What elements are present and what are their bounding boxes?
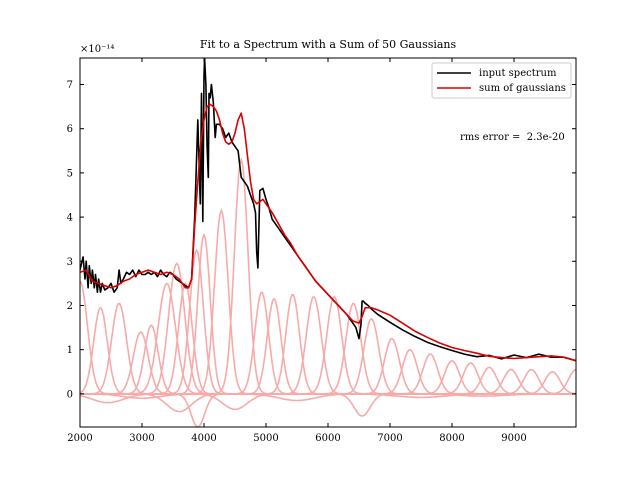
x-axis: 2000 3000 4000 5000 6000 7000 8000 9000: [67, 58, 527, 444]
x-tick-label-4000: 4000: [191, 433, 216, 444]
x-tick-label-2000: 2000: [67, 433, 92, 444]
chart-title: Fit to a Spectrum with a Sum of 50 Gauss…: [200, 38, 457, 51]
y-tick-label-6: 6: [67, 124, 73, 135]
y-exponent-label: ×10⁻¹⁴: [80, 44, 114, 55]
legend-label-sum-of-gaussians: sum of gaussians: [479, 83, 566, 94]
x-tick-label-8000: 8000: [439, 433, 464, 444]
x-tick-label-6000: 6000: [315, 433, 340, 444]
x-tick-label-5000: 5000: [253, 433, 278, 444]
gaussian-component-37: [80, 393, 576, 400]
gaussian-components: [80, 156, 576, 427]
x-tick-label-7000: 7000: [377, 433, 402, 444]
x-tick-label-9000: 9000: [501, 433, 526, 444]
x-tick-label-3000: 3000: [129, 433, 154, 444]
y-axis: 0 1 2 3 4 5 6 7: [67, 80, 576, 400]
y-tick-label-1: 1: [67, 345, 73, 356]
y-tick-label-5: 5: [67, 168, 73, 179]
y-tick-label-3: 3: [67, 257, 73, 268]
series-lines: [80, 58, 576, 362]
y-tick-label-4: 4: [67, 213, 73, 224]
legend-box: [431, 62, 572, 99]
legend: input spectrum sum of gaussians: [431, 62, 572, 99]
series-line-sum-of-gaussians: [80, 103, 576, 362]
y-tick-label-7: 7: [67, 80, 73, 91]
legend-label-input-spectrum: input spectrum: [479, 68, 557, 79]
rms-error-annotation: rms error = 2.3e-20: [460, 132, 565, 143]
y-tick-label-2: 2: [67, 301, 73, 312]
y-tick-label-0: 0: [67, 389, 73, 400]
series-line-input-spectrum: [80, 58, 576, 362]
